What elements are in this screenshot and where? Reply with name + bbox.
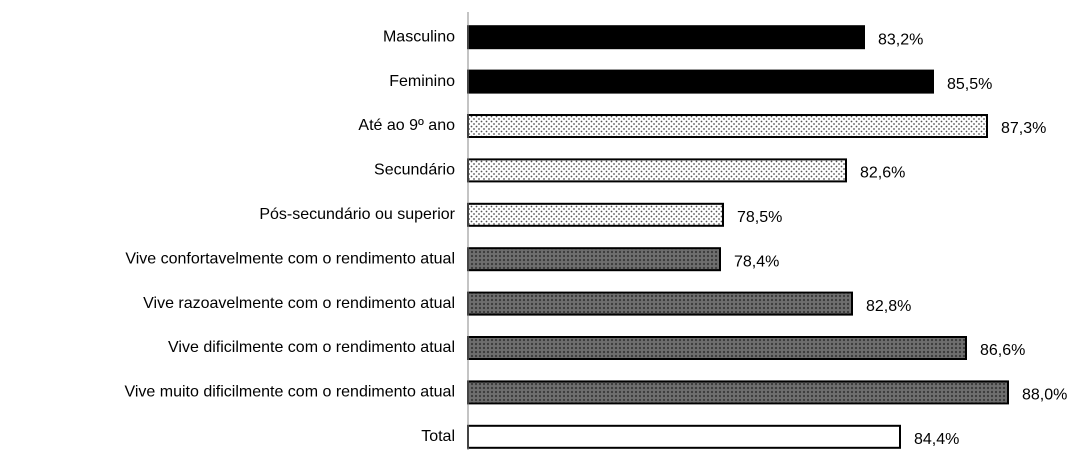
value-label: 84,4% [914,431,959,448]
category-label: Até ao 9º ano [358,117,455,134]
value-label: 78,4% [734,253,779,270]
bar [467,114,988,138]
bar [467,202,724,227]
category-label: Vive confortavelmente com o rendimento a… [125,250,455,267]
value-label: 85,5% [947,76,992,93]
category-label: Vive razoavelmente com o rendimento atua… [143,295,455,312]
value-label: 78,5% [737,209,782,226]
bar [467,69,934,94]
category-label: Total [421,428,455,445]
category-label: Vive dificilmente com o rendimento atual [168,339,455,356]
bar [467,158,847,183]
bar [467,380,1009,405]
bar [467,424,901,449]
category-label: Vive muito dificilmente com o rendimento… [124,384,455,401]
value-label: 82,8% [866,298,911,315]
category-label: Feminino [389,73,455,90]
bar [467,247,721,272]
bar [467,291,853,316]
category-label: Masculino [383,28,455,45]
value-label: 82,6% [860,165,905,182]
value-label: 86,6% [980,342,1025,359]
bar [467,336,967,360]
value-label: 87,3% [1001,120,1046,137]
value-label: 83,2% [878,31,923,48]
bar [467,25,865,50]
category-label: Pós-secundário ou superior [259,206,455,223]
value-label: 88,0% [1022,387,1067,404]
category-label: Secundário [374,162,455,179]
